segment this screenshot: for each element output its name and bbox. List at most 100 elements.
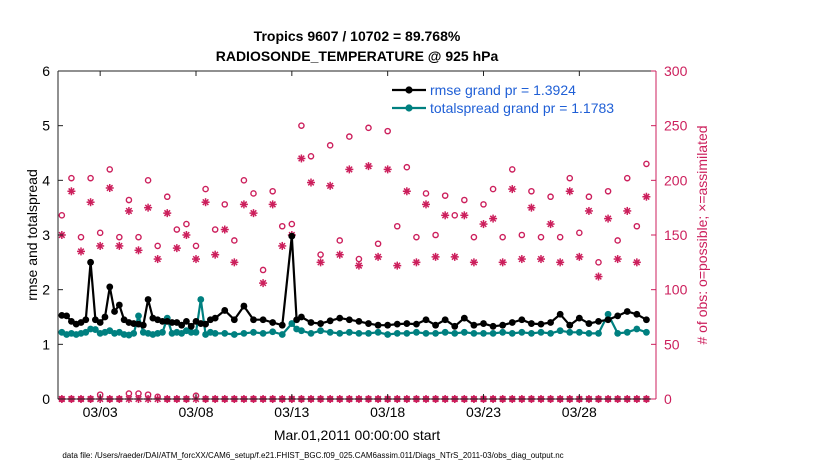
point-totalspread <box>470 330 478 337</box>
possible-obs-marker <box>68 174 75 182</box>
point-rmse <box>480 320 487 327</box>
right-tick-label: 200 <box>664 172 688 188</box>
possible-obs-marker <box>202 185 209 193</box>
assimilated-obs-marker <box>460 211 469 220</box>
assimilated-obs-marker <box>86 198 95 207</box>
possible-obs-marker <box>173 226 181 233</box>
assimilated-obs-marker <box>67 187 76 196</box>
possible-obs-marker <box>441 192 449 199</box>
possible-obs-marker <box>393 222 401 230</box>
point-rmse <box>317 320 324 327</box>
point-rmse <box>508 319 516 326</box>
right-tick-label: 250 <box>664 118 688 134</box>
point-totalspread <box>614 330 622 337</box>
point-rmse <box>499 321 507 329</box>
left-tick-label: 1 <box>42 336 50 352</box>
y-axis-label-right: # of obs: o=possible; ×=assimilated <box>694 125 710 344</box>
possible-obs-marker <box>585 193 593 201</box>
possible-obs-marker <box>614 237 621 244</box>
point-rmse <box>202 320 209 328</box>
point-rmse <box>623 308 631 315</box>
point-rmse <box>269 319 277 326</box>
x-axis-label: Mar.01,2011 00:00:00 start <box>274 427 440 443</box>
chart-title-line1: Tropics 9607 / 10702 = 89.768% <box>254 28 461 44</box>
possible-obs-marker <box>422 190 430 197</box>
assimilated-obs-marker <box>144 203 153 212</box>
point-rmse <box>518 316 526 324</box>
point-totalspread <box>460 328 468 336</box>
point-totalspread <box>547 330 554 337</box>
point-rmse <box>82 316 90 324</box>
possible-obs-marker <box>307 152 315 160</box>
possible-obs-marker <box>556 233 564 241</box>
point-totalspread <box>197 296 205 303</box>
point-rmse <box>307 319 315 326</box>
point-rmse <box>403 320 411 327</box>
assimilated-obs-marker <box>450 252 459 261</box>
x-axis: 03/03 03/08 03/13 03/18 03/23 03/28 <box>83 71 597 420</box>
point-rmse <box>528 320 535 327</box>
point-rmse <box>595 317 602 325</box>
assimilated-obs-marker <box>326 181 335 190</box>
assimilated-obs-marker <box>230 258 239 267</box>
assimilated-obs-marker <box>182 231 191 239</box>
point-totalspread <box>240 330 248 337</box>
assimilated-obs-marker <box>613 255 622 264</box>
point-totalspread <box>317 327 324 335</box>
point-rmse <box>240 302 248 310</box>
point-rmse <box>139 321 147 329</box>
assimilated-obs-marker <box>374 252 383 261</box>
point-rmse <box>63 312 71 320</box>
left-tick-label: 5 <box>42 118 50 134</box>
assimilated-obs-marker <box>297 154 306 163</box>
assimilated-obs-marker <box>153 255 162 264</box>
possible-obs-marker <box>384 127 391 135</box>
assimilated-obs-marker <box>632 258 641 267</box>
point-rmse <box>643 316 650 324</box>
possible-obs-marker <box>144 177 152 184</box>
possible-obs-marker <box>259 266 267 274</box>
point-totalspread <box>345 328 353 336</box>
possible-obs-marker <box>231 237 238 244</box>
point-totalspread <box>278 331 286 338</box>
assimilated-obs-marker <box>105 183 114 192</box>
possible-obs-marker <box>633 222 641 230</box>
assimilated-obs-marker <box>565 187 574 196</box>
point-rmse <box>326 317 334 325</box>
point-rmse <box>278 321 286 329</box>
assimilated-obs-marker <box>249 209 258 218</box>
point-rmse <box>183 317 190 325</box>
point-totalspread <box>595 330 602 337</box>
possible-obs-marker <box>576 229 583 237</box>
point-totalspread <box>528 330 535 337</box>
possible-obs-marker <box>480 201 487 208</box>
point-totalspread <box>451 330 459 337</box>
assimilated-obs-marker <box>96 241 105 250</box>
point-rmse <box>345 316 353 324</box>
point-totalspread <box>403 330 411 337</box>
possible-obs-marker <box>508 166 516 173</box>
point-rmse <box>168 319 176 326</box>
possible-obs-marker <box>211 226 219 233</box>
point-rmse <box>365 320 372 327</box>
left-tick-label: 6 <box>42 63 50 79</box>
legend: rmse grand pr = 1.3924 totalspread grand… <box>388 76 650 120</box>
point-rmse <box>230 316 238 324</box>
assimilated-obs-marker <box>469 258 478 267</box>
point-totalspread <box>537 328 545 336</box>
assimilated-obs-marker <box>239 200 248 209</box>
possible-obs-marker <box>87 174 94 182</box>
point-totalspread <box>489 330 497 337</box>
possible-obs-marker <box>278 222 286 230</box>
point-rmse <box>250 316 257 324</box>
point-totalspread <box>159 328 166 336</box>
possible-obs-marker <box>489 185 497 193</box>
possible-obs-marker <box>403 163 411 171</box>
possible-obs-marker <box>96 229 104 237</box>
x-tick-label: 03/03 <box>83 404 118 420</box>
point-totalspread <box>374 328 382 336</box>
possible-obs-marker <box>528 187 535 195</box>
point-totalspread <box>508 330 516 337</box>
assimilated-obs-marker <box>604 214 613 223</box>
assimilated-obs-marker <box>335 250 344 259</box>
